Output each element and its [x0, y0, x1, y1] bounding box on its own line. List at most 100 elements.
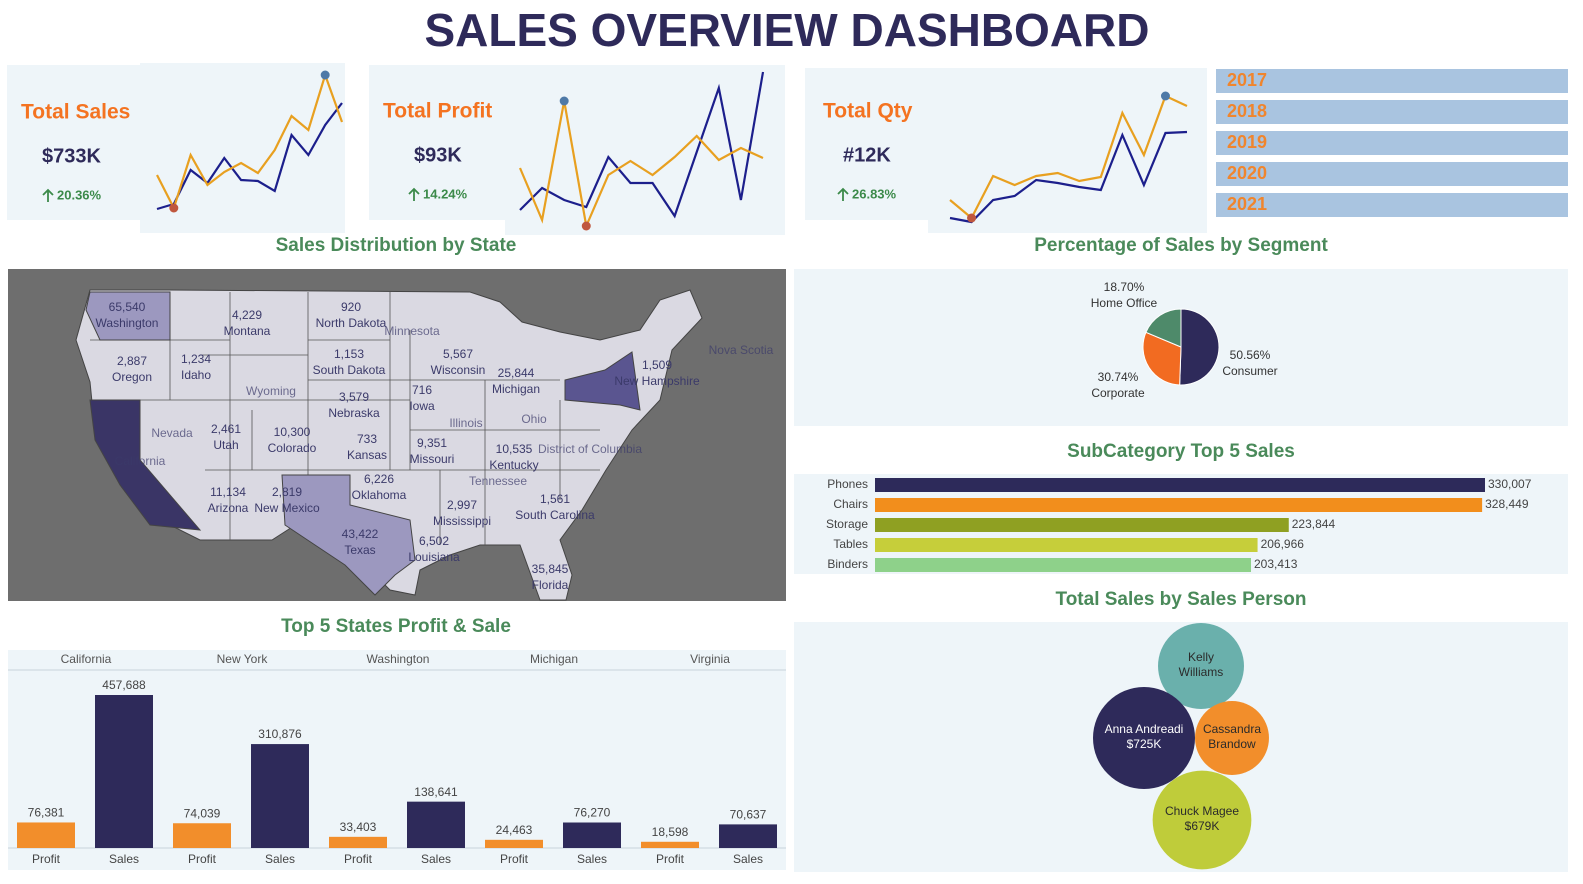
kpi-change: 26.83%: [852, 186, 897, 201]
year-button[interactable]: [1216, 162, 1568, 186]
year-label[interactable]: 2020: [1227, 163, 1267, 183]
bar: [875, 538, 1258, 552]
series-label: Sales: [733, 852, 763, 866]
state-name: Texas: [344, 543, 375, 557]
kpi-value: $733K: [42, 145, 101, 167]
state-name: Montana: [224, 324, 271, 338]
bar-value: 138,641: [414, 785, 458, 799]
state-name: Oklahoma: [352, 488, 407, 502]
sparkline: [518, 100, 764, 230]
place-name: Wyoming: [246, 384, 296, 398]
year-label[interactable]: 2018: [1227, 101, 1267, 121]
state-shape: [281, 474, 416, 596]
pie-slice: [1145, 308, 1182, 348]
slice-value: 30.74%: [1098, 370, 1139, 384]
bar: [173, 823, 231, 848]
section-title: Sales Distribution by State: [276, 235, 517, 256]
state-name: Idaho: [181, 368, 211, 382]
up-arrow: [408, 187, 420, 201]
bubble-label-box: Anna Andreadi$725K: [1104, 722, 1184, 751]
year-button[interactable]: [1216, 69, 1568, 93]
state-value: 4,229: [232, 308, 262, 322]
state-value: 11,134: [210, 485, 246, 499]
year-button[interactable]: [1216, 193, 1568, 217]
year-label[interactable]: 2017: [1227, 70, 1267, 90]
max-marker: [320, 70, 330, 80]
category-label: Storage: [826, 517, 868, 531]
state-name: South Carolina: [515, 508, 595, 522]
bar: [875, 558, 1251, 572]
state-name: Mississippi: [433, 514, 491, 528]
state-value: 25,844: [498, 366, 535, 380]
max-marker: [1160, 91, 1170, 101]
sparkline: [156, 71, 344, 211]
section-title: Percentage of Sales by Segment: [1034, 235, 1328, 256]
state-name: Colorado: [268, 441, 317, 455]
place-name: District of Columbia: [538, 442, 642, 456]
state-shape: [85, 291, 171, 341]
bar: [407, 801, 465, 848]
year-button[interactable]: [1216, 131, 1568, 155]
place-name: Illinois: [449, 416, 482, 430]
slice-label: Consumer: [1222, 364, 1277, 378]
state-value: 920: [341, 300, 361, 314]
place-name: Minnesota: [384, 324, 440, 338]
state-name: Louisiana: [408, 550, 460, 564]
bar: [485, 839, 543, 848]
bubble: [1093, 687, 1195, 789]
kpi-value: $93K: [414, 144, 462, 166]
state-name: Nebraska: [328, 406, 380, 420]
series-label: Profit: [656, 852, 685, 866]
category-label: New York: [217, 652, 269, 666]
bar-value: 203,413: [1254, 557, 1298, 571]
bar-value: 76,270: [574, 806, 611, 820]
state-name: North Dakota: [316, 316, 387, 330]
state-value: 1,509: [642, 358, 672, 372]
max-marker: [559, 96, 569, 106]
bar: [875, 518, 1289, 532]
bar-value: 33,403: [340, 820, 377, 834]
state-value: 3,579: [339, 390, 369, 404]
bubble-label: Anna Andreadi: [1104, 722, 1184, 736]
state-name: Utah: [213, 438, 238, 452]
state-value: 35,845: [532, 562, 569, 576]
bar-value: 457,688: [102, 678, 146, 692]
state-name: Iowa: [409, 399, 435, 413]
bubble: [1158, 623, 1244, 709]
bar: [329, 836, 387, 848]
state-name: Michigan: [492, 382, 540, 396]
state-value: 2,887: [117, 354, 147, 368]
dashboard-title: SALES OVERVIEW DASHBOARD: [424, 4, 1149, 56]
state-shape: [89, 399, 202, 531]
state-value: 2,819: [272, 485, 302, 499]
state-name: South Dakota: [313, 363, 386, 377]
us-landmass: [75, 289, 703, 601]
year-label[interactable]: 2021: [1227, 194, 1267, 214]
slice-value: 18.70%: [1104, 280, 1145, 294]
year-label[interactable]: 2019: [1227, 132, 1267, 152]
category-label: Michigan: [530, 652, 578, 666]
state-value: 1,561: [540, 492, 570, 506]
bubble-label: Kelly Williams: [1178, 650, 1224, 679]
state-value: 1,234: [181, 352, 211, 366]
place-name: Ohio: [521, 412, 547, 426]
bar: [719, 824, 777, 848]
up-arrow: [837, 187, 849, 201]
bubble-label-box: Chuck Magee$679K: [1165, 804, 1239, 833]
year-button[interactable]: [1216, 100, 1568, 124]
bar: [875, 498, 1483, 512]
slice-value: 50.56%: [1230, 348, 1271, 362]
state-value: 9,351: [417, 436, 447, 450]
series-label: Sales: [421, 852, 451, 866]
category-label: Virginia: [690, 652, 730, 666]
sparkline: [949, 130, 1188, 224]
category-label: Phones: [827, 477, 868, 491]
category-label: Chairs: [833, 497, 868, 511]
state-name: Wisconsin: [431, 363, 486, 377]
kpi-change: 20.36%: [57, 187, 102, 202]
state-value: 2,997: [447, 498, 477, 512]
state-name: Kansas: [347, 448, 387, 462]
category-label: Tables: [833, 537, 868, 551]
place-name: Nevada: [151, 426, 193, 440]
slice-label: Home Office: [1091, 296, 1158, 310]
